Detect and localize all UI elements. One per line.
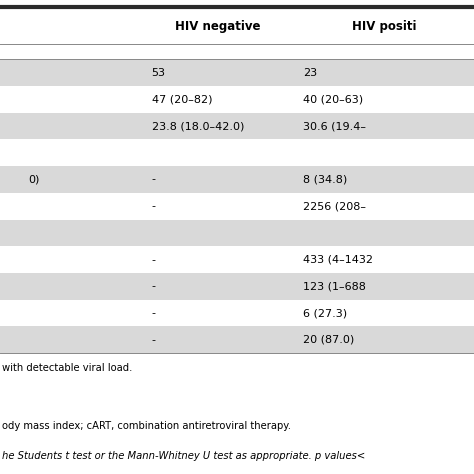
Text: -: -: [152, 282, 155, 292]
Text: 40 (20–63): 40 (20–63): [303, 94, 364, 104]
Text: 23.8 (18.0–42.0): 23.8 (18.0–42.0): [152, 121, 244, 131]
Bar: [0, 219, 474, 246]
Text: 30.6 (19.4–: 30.6 (19.4–: [303, 121, 366, 131]
Text: 123 (1–688: 123 (1–688: [303, 282, 366, 292]
Bar: [0, 273, 474, 300]
Bar: [0, 113, 474, 139]
Text: 2256 (208–: 2256 (208–: [303, 201, 366, 211]
Text: 47 (20–82): 47 (20–82): [152, 94, 212, 104]
Text: 53: 53: [152, 68, 166, 78]
Bar: [0, 166, 474, 193]
Text: he Students t test or the Mann-Whitney U test as appropriate. p values<: he Students t test or the Mann-Whitney U…: [2, 451, 365, 461]
Text: -: -: [152, 174, 155, 184]
Bar: [0, 327, 474, 353]
Text: ody mass index; cART, combination antiretroviral therapy.: ody mass index; cART, combination antire…: [2, 421, 292, 431]
Text: with detectable viral load.: with detectable viral load.: [2, 363, 133, 373]
Text: 0): 0): [28, 174, 40, 184]
Text: 433 (4–1432: 433 (4–1432: [303, 255, 374, 264]
Text: -: -: [152, 255, 155, 264]
Text: -: -: [152, 201, 155, 211]
Text: 6 (27.3): 6 (27.3): [303, 308, 347, 318]
Text: 20 (87.0): 20 (87.0): [303, 335, 355, 345]
Text: -: -: [152, 308, 155, 318]
Text: 8 (34.8): 8 (34.8): [303, 174, 347, 184]
Text: -: -: [152, 335, 155, 345]
Text: 23: 23: [303, 68, 318, 78]
Text: HIV positi: HIV positi: [352, 19, 416, 33]
Text: HIV negative: HIV negative: [175, 19, 261, 33]
Bar: [0, 59, 474, 86]
